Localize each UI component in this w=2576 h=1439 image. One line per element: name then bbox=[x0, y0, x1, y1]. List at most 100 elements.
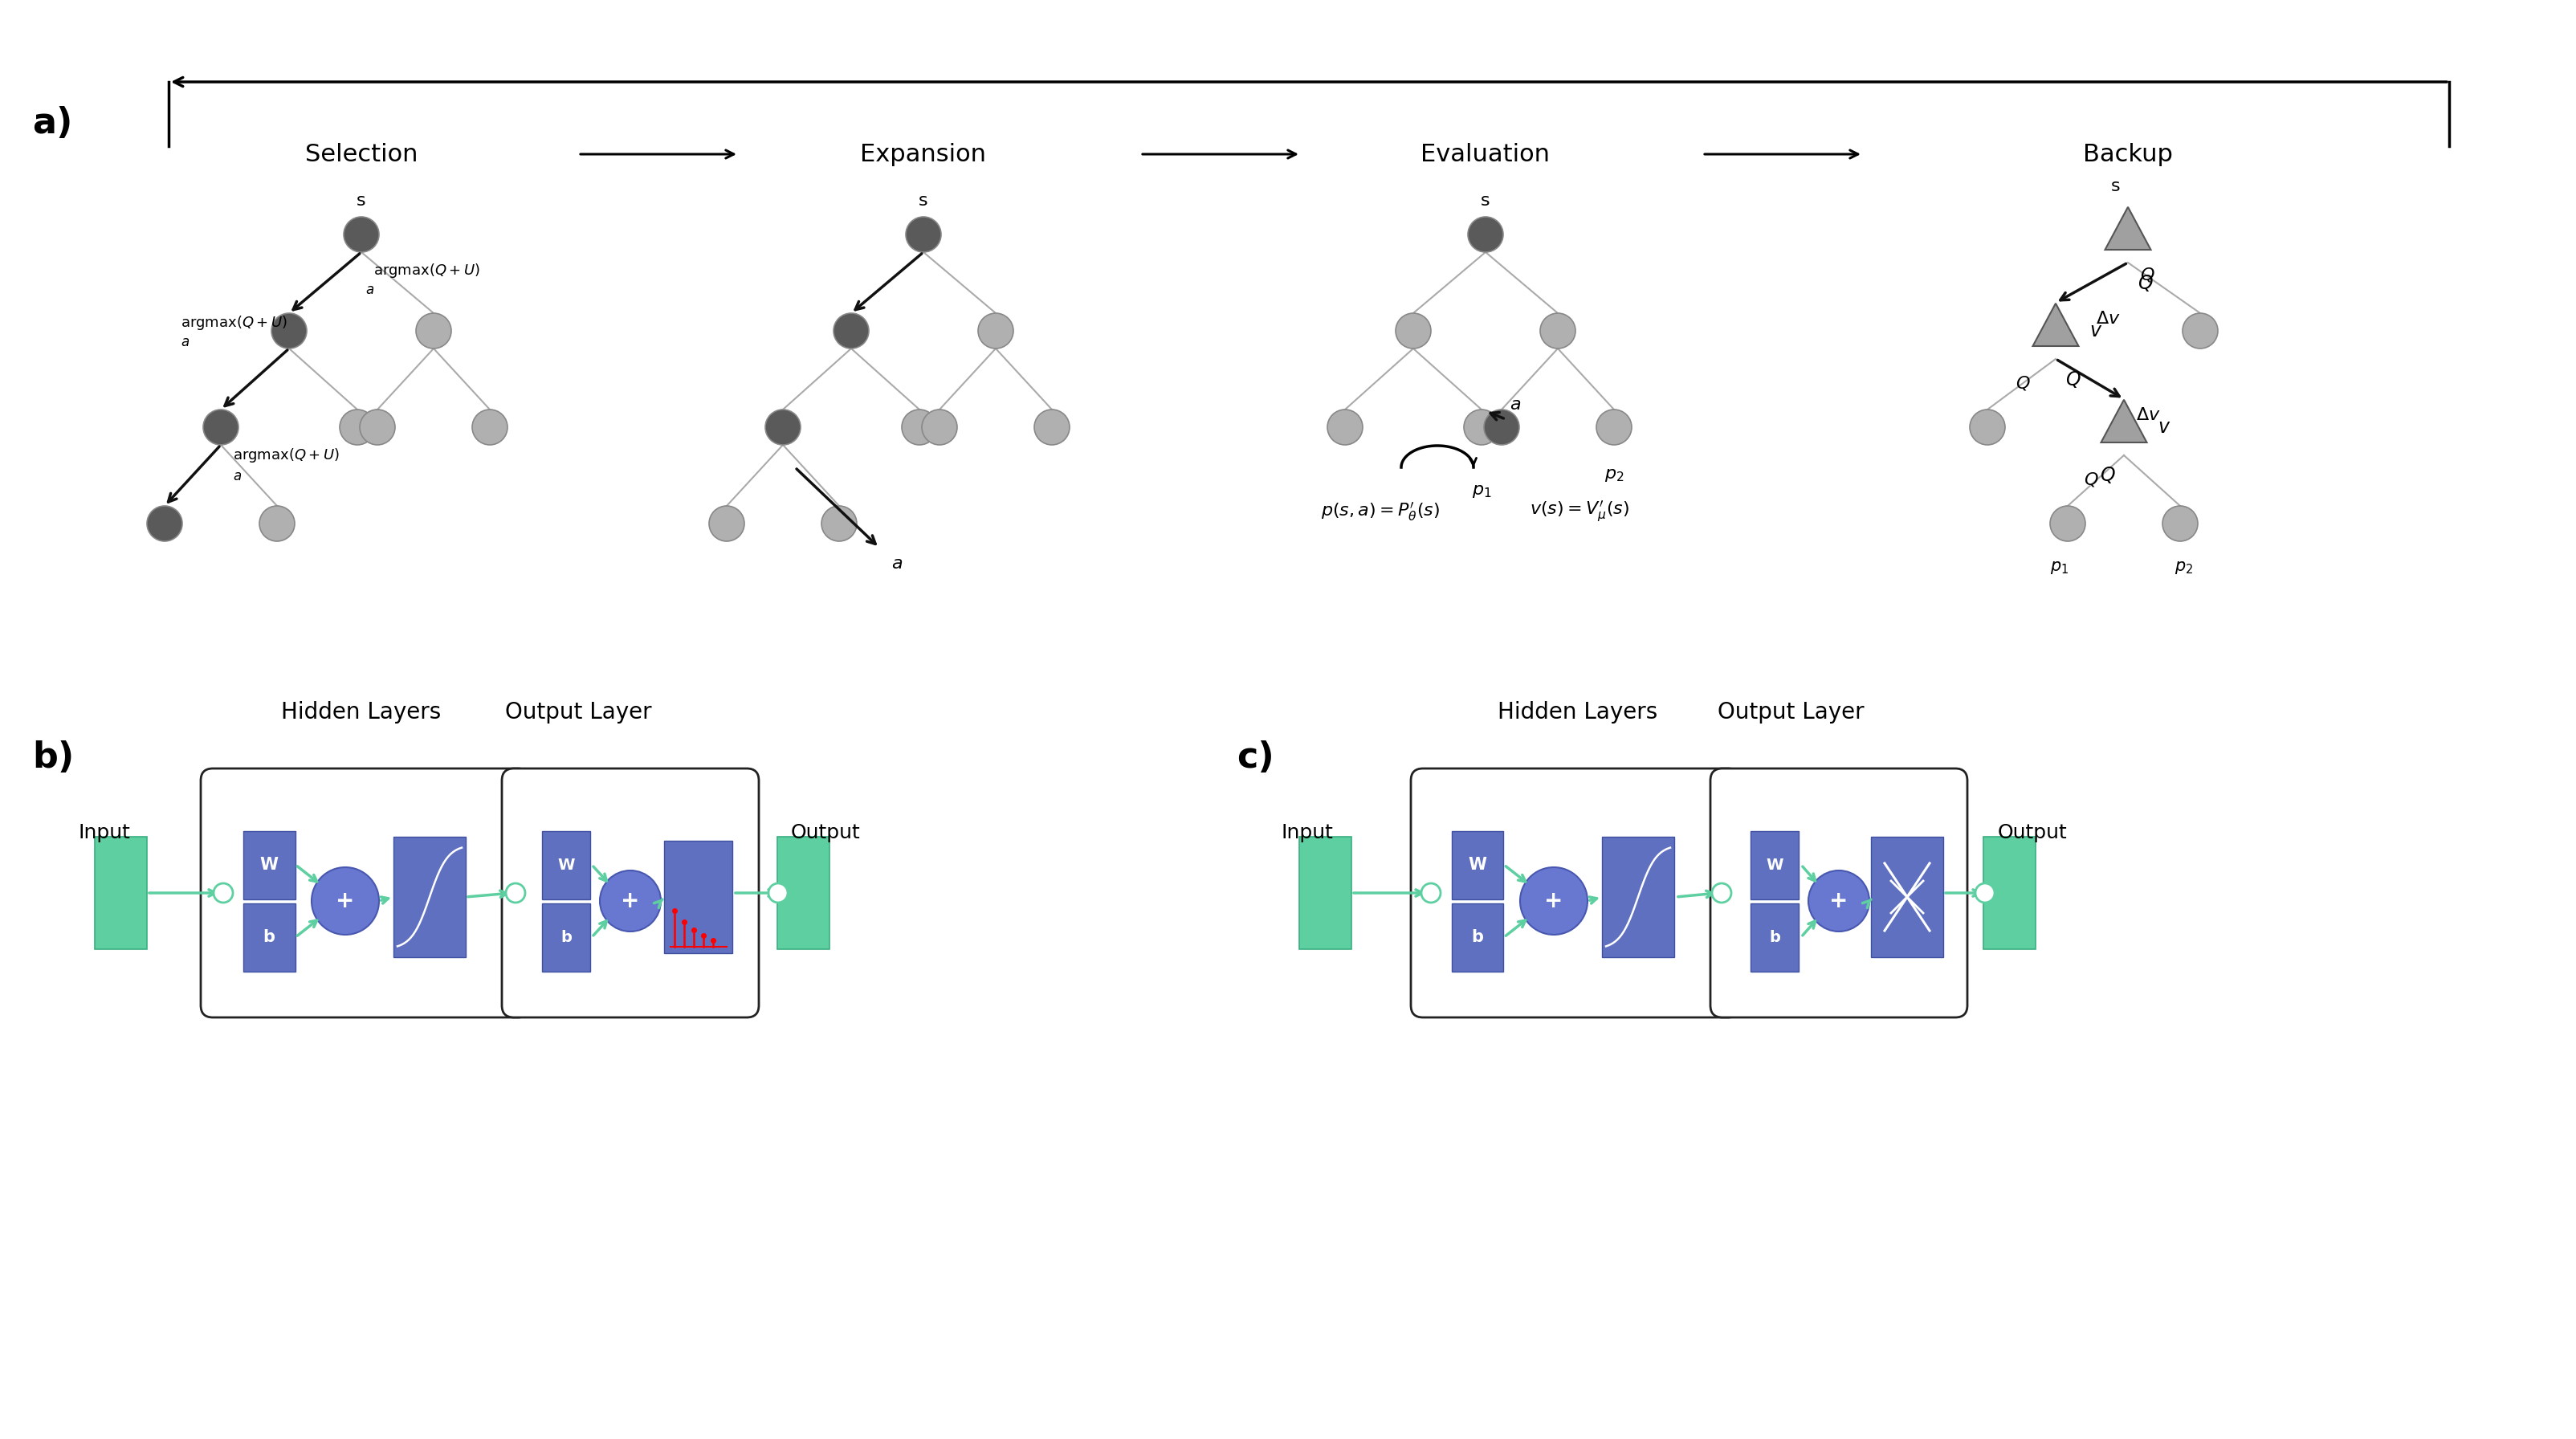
Text: $Q$: $Q$ bbox=[2138, 272, 2154, 292]
FancyBboxPatch shape bbox=[1450, 830, 1504, 899]
Polygon shape bbox=[2032, 304, 2079, 347]
Circle shape bbox=[312, 868, 379, 935]
Circle shape bbox=[1808, 871, 1870, 931]
Text: W: W bbox=[1468, 856, 1486, 873]
Circle shape bbox=[902, 410, 938, 445]
Text: Hidden Layers: Hidden Layers bbox=[281, 701, 440, 724]
Circle shape bbox=[1520, 868, 1587, 935]
Text: $v(s)=V^\prime_\mu(s)$: $v(s)=V^\prime_\mu(s)$ bbox=[1530, 499, 1631, 524]
Text: b: b bbox=[1770, 930, 1780, 945]
FancyBboxPatch shape bbox=[1752, 904, 1798, 971]
Circle shape bbox=[922, 410, 958, 445]
FancyBboxPatch shape bbox=[201, 768, 531, 1017]
Text: b: b bbox=[263, 930, 276, 945]
Circle shape bbox=[204, 410, 240, 445]
Circle shape bbox=[835, 314, 868, 348]
Circle shape bbox=[768, 884, 788, 902]
Text: Hidden Layers: Hidden Layers bbox=[1497, 701, 1659, 724]
Text: Output Layer: Output Layer bbox=[505, 701, 652, 724]
FancyBboxPatch shape bbox=[665, 840, 732, 953]
Circle shape bbox=[1597, 410, 1631, 445]
Text: $a$: $a$ bbox=[366, 282, 374, 296]
Text: $a$: $a$ bbox=[232, 469, 242, 484]
FancyBboxPatch shape bbox=[95, 836, 147, 950]
Text: $\mathrm{argmax}(Q+U)$: $\mathrm{argmax}(Q+U)$ bbox=[232, 446, 340, 465]
Circle shape bbox=[1971, 410, 2004, 445]
FancyBboxPatch shape bbox=[1602, 836, 1674, 957]
Circle shape bbox=[822, 507, 858, 541]
FancyBboxPatch shape bbox=[502, 768, 760, 1017]
Text: $Q$: $Q$ bbox=[2141, 266, 2156, 283]
Text: $v$: $v$ bbox=[2089, 321, 2102, 341]
Circle shape bbox=[260, 507, 294, 541]
Circle shape bbox=[214, 884, 232, 902]
Polygon shape bbox=[2105, 207, 2151, 250]
Circle shape bbox=[147, 507, 183, 541]
Circle shape bbox=[1422, 884, 1440, 902]
Text: Output Layer: Output Layer bbox=[1718, 701, 1865, 724]
Text: +: + bbox=[1546, 889, 1564, 912]
Text: $\mathrm{argmax}(Q+U)$: $\mathrm{argmax}(Q+U)$ bbox=[180, 314, 289, 331]
FancyBboxPatch shape bbox=[394, 836, 466, 957]
Text: $p_1$: $p_1$ bbox=[2050, 560, 2069, 576]
Text: $p_2$: $p_2$ bbox=[2174, 560, 2192, 576]
Text: $p_2$: $p_2$ bbox=[1605, 468, 1623, 484]
Text: Input: Input bbox=[1280, 823, 1334, 842]
Text: $\Delta v$: $\Delta v$ bbox=[2097, 311, 2120, 327]
Text: $\mathrm{argmax}(Q+U)$: $\mathrm{argmax}(Q+U)$ bbox=[374, 262, 479, 279]
Circle shape bbox=[471, 410, 507, 445]
Text: a): a) bbox=[31, 106, 72, 141]
Text: $a$: $a$ bbox=[180, 335, 191, 350]
Text: $p(s,a)=P^\prime_\theta(s)$: $p(s,a)=P^\prime_\theta(s)$ bbox=[1321, 501, 1440, 522]
Circle shape bbox=[1468, 217, 1504, 252]
Text: Expansion: Expansion bbox=[860, 142, 987, 165]
Text: s: s bbox=[355, 193, 366, 209]
FancyBboxPatch shape bbox=[1710, 768, 1968, 1017]
Circle shape bbox=[2182, 314, 2218, 348]
Circle shape bbox=[1976, 884, 1994, 902]
Circle shape bbox=[1463, 410, 1499, 445]
Text: Evaluation: Evaluation bbox=[1422, 142, 1551, 165]
Text: s: s bbox=[920, 193, 927, 209]
FancyBboxPatch shape bbox=[1450, 904, 1504, 971]
Polygon shape bbox=[2102, 400, 2146, 442]
Text: $p_1$: $p_1$ bbox=[1471, 484, 1492, 499]
Circle shape bbox=[1540, 314, 1577, 348]
Text: +: + bbox=[1829, 889, 1847, 912]
FancyBboxPatch shape bbox=[242, 830, 296, 899]
FancyBboxPatch shape bbox=[541, 904, 590, 971]
Text: Input: Input bbox=[77, 823, 131, 842]
Circle shape bbox=[907, 217, 940, 252]
FancyBboxPatch shape bbox=[1984, 836, 2035, 950]
Circle shape bbox=[765, 410, 801, 445]
Circle shape bbox=[2161, 507, 2197, 541]
Text: $Q$: $Q$ bbox=[2066, 368, 2081, 389]
Circle shape bbox=[979, 314, 1012, 348]
Text: W: W bbox=[1767, 858, 1783, 872]
Text: W: W bbox=[556, 858, 574, 872]
FancyBboxPatch shape bbox=[1870, 836, 1942, 957]
FancyBboxPatch shape bbox=[541, 830, 590, 899]
Circle shape bbox=[708, 507, 744, 541]
Text: $v$: $v$ bbox=[2159, 417, 2172, 437]
Circle shape bbox=[343, 217, 379, 252]
Circle shape bbox=[1484, 410, 1520, 445]
Text: $a$: $a$ bbox=[1510, 397, 1520, 413]
Circle shape bbox=[1396, 314, 1430, 348]
FancyBboxPatch shape bbox=[1752, 830, 1798, 899]
Circle shape bbox=[361, 410, 394, 445]
FancyBboxPatch shape bbox=[242, 904, 296, 971]
Text: Output: Output bbox=[791, 823, 860, 842]
Circle shape bbox=[270, 314, 307, 348]
Circle shape bbox=[415, 314, 451, 348]
Circle shape bbox=[2050, 507, 2087, 541]
Text: +: + bbox=[621, 889, 639, 912]
Text: $a$: $a$ bbox=[891, 555, 902, 571]
FancyBboxPatch shape bbox=[778, 836, 829, 950]
Text: Backup: Backup bbox=[2084, 142, 2172, 165]
Text: c): c) bbox=[1236, 741, 1275, 776]
Text: $\Delta v$: $\Delta v$ bbox=[2136, 407, 2161, 423]
Text: b): b) bbox=[31, 741, 75, 776]
Text: $Q$: $Q$ bbox=[2099, 465, 2115, 485]
Text: +: + bbox=[335, 889, 355, 912]
